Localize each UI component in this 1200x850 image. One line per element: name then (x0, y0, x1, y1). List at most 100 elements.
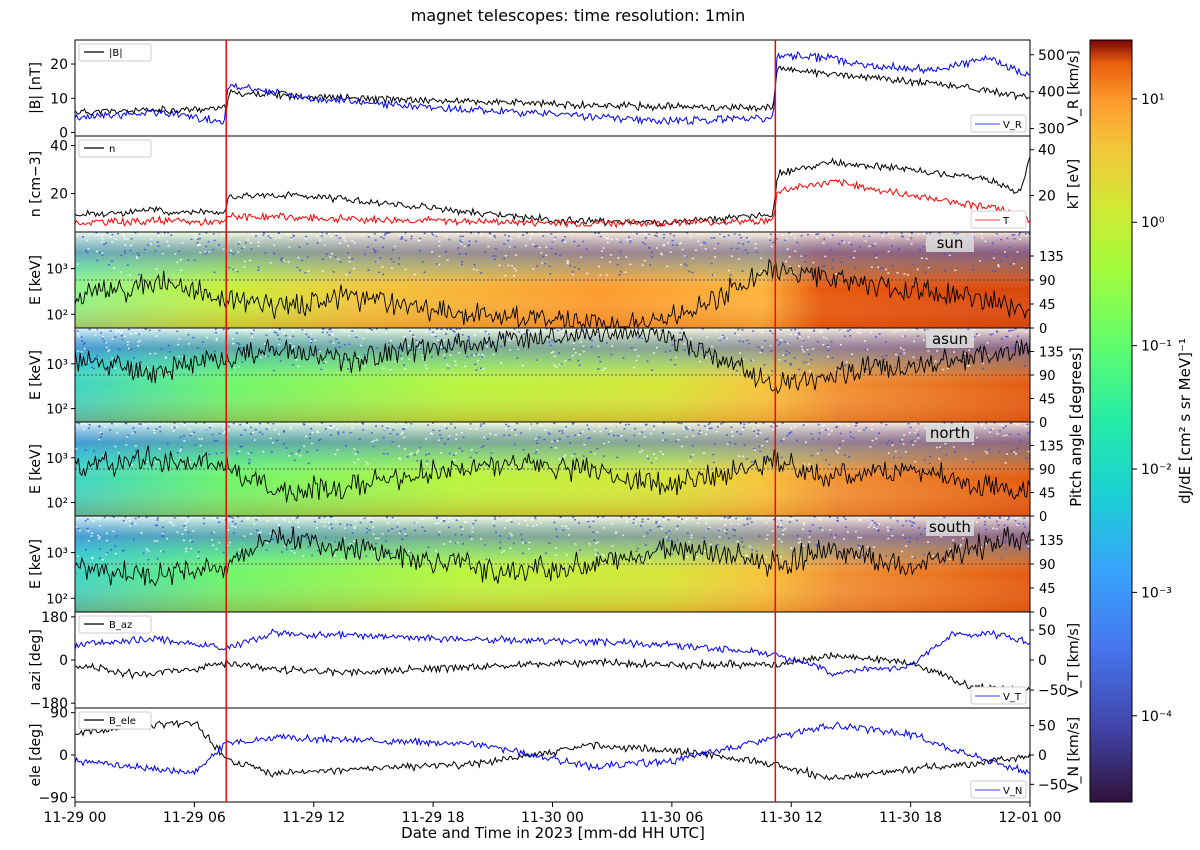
noise-dot (653, 429, 656, 431)
noise-dot (633, 434, 636, 437)
noise-dot (351, 258, 354, 260)
noise-dot (784, 354, 787, 356)
noise-dot (875, 254, 878, 256)
noise-dot (491, 255, 494, 257)
noise-dot (960, 543, 962, 546)
noise-dot (633, 366, 636, 369)
noise-dot (776, 339, 778, 341)
noise-dot (974, 422, 977, 425)
noise-dot (703, 241, 705, 243)
noise-dot (479, 425, 482, 427)
noise-dot (1025, 331, 1027, 333)
noise-dot (810, 359, 813, 361)
noise-dot (428, 453, 431, 455)
noise-dot (183, 425, 185, 427)
noise-dot (571, 232, 574, 235)
noise-dot (813, 516, 816, 518)
noise-dot (303, 424, 306, 426)
noise-dot (400, 236, 403, 238)
noise-dot (903, 434, 906, 436)
noise-dot (1004, 540, 1007, 542)
noise-dot (593, 430, 596, 433)
noise-dot (460, 534, 463, 536)
noise-dot (943, 253, 946, 255)
noise-dot (393, 245, 396, 248)
noise-dot (165, 233, 168, 235)
noise-dot (813, 232, 816, 235)
noise-dot (101, 252, 104, 254)
noise-dot (596, 531, 599, 533)
noise-dot (1009, 422, 1012, 424)
noise-dot (328, 334, 331, 337)
noise-dot (249, 426, 252, 429)
noise-dot (228, 519, 231, 521)
noise-dot (418, 446, 421, 449)
noise-dot (296, 516, 299, 518)
noise-dot (1005, 328, 1008, 330)
noise-dot (739, 433, 742, 435)
noise-dot (222, 328, 225, 331)
noise-dot (971, 232, 974, 235)
noise-dot (685, 518, 688, 521)
noise-dot (647, 234, 650, 237)
noise-dot (102, 335, 105, 338)
noise-dot (688, 354, 691, 357)
noise-dot (162, 531, 165, 533)
noise-dot (780, 520, 783, 522)
noise-dot (671, 553, 674, 555)
noise-dot (138, 423, 141, 425)
noise-dot (904, 367, 906, 369)
noise-dot (83, 348, 86, 350)
noise-dot (531, 519, 534, 521)
noise-dot (340, 328, 343, 331)
noise-dot (263, 343, 266, 345)
noise-dot (975, 521, 978, 524)
noise-dot (640, 525, 643, 527)
noise-dot (1003, 524, 1006, 526)
noise-dot (179, 436, 182, 438)
noise-dot (804, 441, 807, 443)
noise-dot (105, 341, 108, 344)
noise-dot (305, 359, 308, 361)
noise-dot (649, 264, 652, 266)
noise-dot (598, 425, 601, 428)
noise-dot (506, 235, 509, 238)
noise-dot (751, 359, 754, 361)
noise-dot (98, 536, 101, 538)
noise-dot (174, 253, 177, 255)
noise-dot (736, 247, 739, 250)
noise-dot (290, 452, 293, 455)
noise-dot (463, 245, 466, 248)
noise-dot (829, 529, 832, 531)
noise-dot (489, 232, 492, 235)
noise-dot (585, 248, 588, 250)
noise-dot (190, 238, 193, 241)
noise-dot (532, 268, 535, 270)
noise-dot (451, 557, 454, 559)
noise-dot (1013, 451, 1016, 453)
noise-dot (685, 255, 688, 257)
noise-dot (504, 255, 507, 257)
noise-dot (712, 274, 714, 276)
noise-dot (1013, 238, 1016, 240)
noise-dot (656, 346, 658, 349)
noise-dot (788, 256, 791, 258)
noise-dot (928, 462, 931, 465)
noise-dot (334, 554, 336, 557)
noise-dot (161, 535, 164, 537)
noise-dot (616, 425, 619, 428)
noise-dot (144, 328, 147, 330)
noise-dot (603, 555, 606, 557)
noise-dot (683, 343, 686, 345)
noise-dot (216, 440, 219, 442)
noise-dot (807, 336, 810, 338)
legend-left-B: |B| (78, 43, 152, 62)
noise-dot (716, 426, 719, 428)
noise-dot (980, 546, 983, 549)
noise-dot (655, 232, 658, 234)
noise-dot (125, 422, 128, 425)
noise-dot (732, 362, 735, 365)
noise-dot (761, 445, 764, 447)
noise-dot (534, 245, 537, 248)
noise-dot (238, 241, 241, 243)
